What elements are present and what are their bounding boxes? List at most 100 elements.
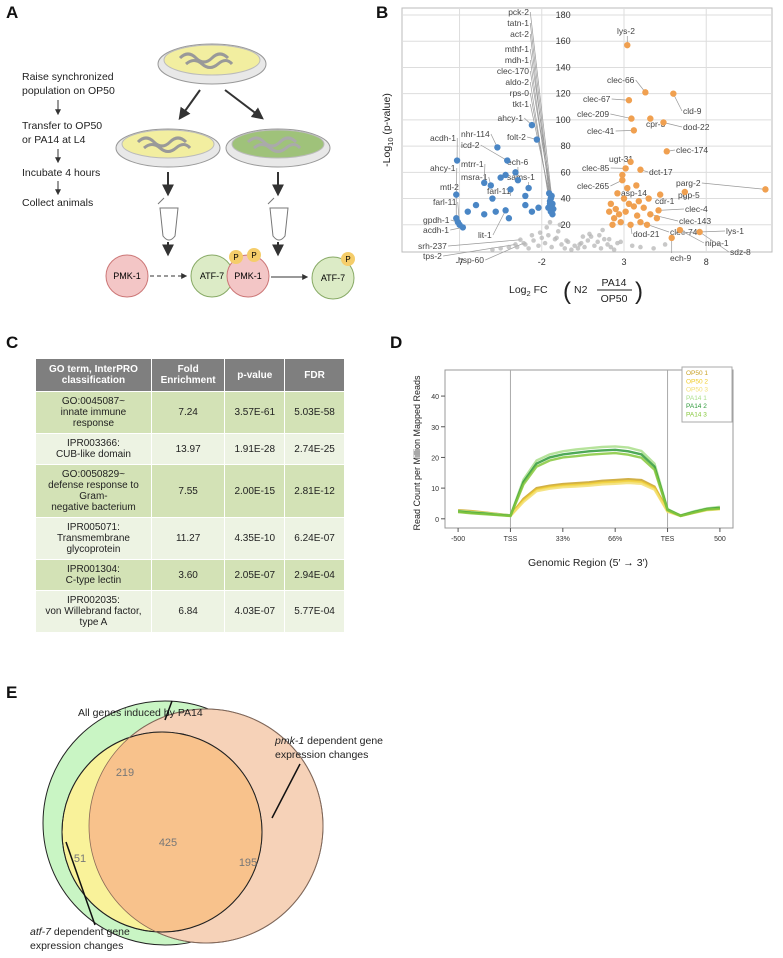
point bbox=[555, 229, 561, 234]
table-row: IPR001304: C-type lectin 3.60 2.05E-07 2.94E… bbox=[35, 559, 345, 591]
gene-label: mthf-1 bbox=[505, 44, 529, 54]
legend-entry: PA14 1 bbox=[686, 395, 707, 402]
table-cell: 5.77E-04 bbox=[284, 590, 345, 633]
table-cell: IPR001304: C-type lectin bbox=[35, 559, 152, 591]
tube bbox=[267, 197, 289, 241]
point bbox=[481, 211, 488, 218]
point bbox=[572, 243, 577, 249]
gene-label: acdh-1 bbox=[423, 225, 449, 235]
x-label-part: N2 bbox=[574, 284, 588, 296]
point bbox=[629, 243, 635, 249]
phospho-label: P bbox=[345, 255, 350, 264]
x-tick-label: -500 bbox=[451, 536, 465, 543]
label-line: expression changes bbox=[30, 940, 123, 952]
y-tick-label: 160 bbox=[556, 36, 571, 46]
point bbox=[647, 115, 654, 122]
table-cell: 6.84 bbox=[150, 590, 226, 633]
point bbox=[539, 235, 545, 241]
phospho-label: P bbox=[233, 253, 238, 262]
leader-line bbox=[529, 70, 554, 210]
gene-label: cdr-1 bbox=[655, 196, 675, 206]
table-cell: 6.24E-07 bbox=[284, 517, 345, 560]
point bbox=[660, 119, 667, 126]
y-tick-label: 140 bbox=[556, 62, 571, 72]
point bbox=[642, 89, 649, 96]
x-tick-label: TSS bbox=[504, 536, 518, 543]
x-label-part: Log bbox=[509, 284, 527, 296]
point bbox=[545, 190, 553, 197]
point bbox=[633, 182, 640, 189]
point bbox=[557, 222, 563, 228]
x-label-part: FC bbox=[531, 284, 548, 296]
gene-label: lys-2 bbox=[617, 26, 635, 36]
y-label-part: -Log bbox=[381, 146, 393, 167]
gene-label: mtrr-1 bbox=[461, 159, 484, 169]
gene-label: clec-265 bbox=[577, 181, 609, 191]
table-cell: 2.00E-15 bbox=[224, 464, 286, 518]
gene-label: tps-2 bbox=[423, 251, 442, 261]
gene-label: lys-1 bbox=[726, 226, 744, 236]
gene-label: sdz-8 bbox=[730, 247, 751, 257]
y-tick-label: 180 bbox=[556, 10, 571, 20]
gene-label: pgp-5 bbox=[678, 190, 700, 200]
point bbox=[651, 246, 656, 251]
gene-label: tkt-1 bbox=[512, 99, 529, 109]
gene-label: clec-174 bbox=[676, 145, 708, 155]
venn-label: pmk-1 dependent gene expression changes bbox=[274, 735, 383, 761]
point bbox=[625, 97, 633, 104]
step: or PA14 at L4 bbox=[22, 134, 86, 146]
table-cell: 2.94E-04 bbox=[284, 559, 345, 591]
table-cell: IPR005071: Transmembrane glycoprotein bbox=[35, 517, 152, 560]
point bbox=[587, 231, 592, 237]
leader-line bbox=[443, 244, 516, 257]
leader-line bbox=[701, 182, 766, 190]
point bbox=[655, 207, 662, 214]
gene-label: nhr-114 bbox=[461, 129, 490, 139]
node-label: ATF-7 bbox=[200, 271, 224, 281]
point bbox=[518, 237, 523, 243]
venn-count: 425 bbox=[159, 837, 177, 849]
point bbox=[498, 246, 503, 251]
table-cell: 5.03E-58 bbox=[284, 391, 345, 434]
gene-label: ahcy-1 bbox=[497, 113, 523, 123]
gene-label: clec-4 bbox=[685, 204, 708, 214]
gene-label: clec-85 bbox=[582, 163, 610, 173]
header-cell: FDR bbox=[284, 358, 345, 392]
point bbox=[640, 204, 647, 211]
point bbox=[454, 218, 462, 226]
point bbox=[490, 247, 495, 252]
table-row: IPR003366: CUB-like domain 13.97 1.91E-28 2.… bbox=[35, 433, 345, 465]
y-label-part: (p-value) bbox=[381, 93, 393, 137]
header-row: GO term, InterPRO classification Fold Enr… bbox=[35, 358, 345, 392]
table-cell: 2.81E-12 bbox=[284, 464, 345, 518]
table-cell: 7.55 bbox=[150, 464, 226, 518]
venn-overlap bbox=[89, 732, 262, 932]
gene-label: clec-170 bbox=[497, 66, 529, 76]
series-line bbox=[457, 451, 720, 518]
gene-label: clec-209 bbox=[577, 109, 609, 119]
venn-diagram: 219 51 425 195 All genes induced by PA14… bbox=[30, 700, 383, 952]
step: Raise synchronized bbox=[22, 71, 114, 83]
point bbox=[637, 218, 644, 226]
node-label: ATF-7 bbox=[321, 273, 345, 283]
gene-label: icd-2 bbox=[461, 140, 480, 150]
gene-label: pck-2 bbox=[508, 7, 529, 17]
leader-line bbox=[529, 11, 552, 196]
gene-label: clec-67 bbox=[583, 94, 611, 104]
step: Collect animals bbox=[22, 197, 93, 209]
point bbox=[494, 144, 501, 151]
x-label-numerator: PA14 bbox=[602, 277, 627, 289]
cell-line: defense response to Gram- bbox=[48, 480, 139, 502]
arrow bbox=[224, 89, 264, 120]
point bbox=[653, 215, 661, 222]
point bbox=[569, 247, 574, 252]
gene-label: ech-6 bbox=[507, 157, 529, 167]
leader-line bbox=[673, 93, 683, 112]
cell-line: IPR003366: bbox=[67, 438, 120, 449]
point bbox=[643, 221, 651, 228]
legend-entry: PA14 2 bbox=[686, 403, 707, 410]
gene-label: acdh-1 bbox=[430, 133, 456, 143]
venn-count: 195 bbox=[239, 857, 257, 869]
gene-label: cld-9 bbox=[683, 106, 702, 116]
point bbox=[681, 188, 689, 196]
